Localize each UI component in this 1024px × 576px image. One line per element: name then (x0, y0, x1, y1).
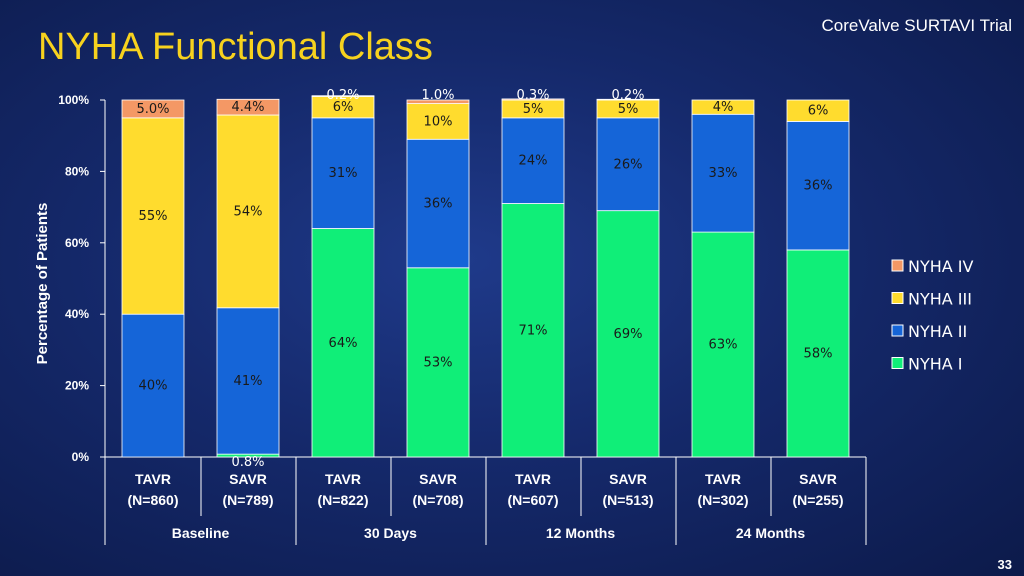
bar-segment-nyha-ii (216, 307, 280, 455)
x-category-n: (N=860) (128, 492, 179, 508)
legend-swatch-nyha-iv (891, 259, 904, 272)
bar-segment-nyha-iv (311, 95, 375, 97)
legend-label-nyha-iv: NYHA IV (908, 257, 974, 276)
chart-labels: 40%55%5.0%0.8%41%54%4.4%64%31%6%0.2%53%3… (136, 88, 832, 470)
bar-segment-nyha-i (311, 228, 375, 458)
y-tick-label: 60% (65, 236, 89, 250)
data-label-nyha-iv: 0.2% (326, 88, 359, 103)
y-tick-label: 0% (72, 450, 90, 464)
data-label-nyha-iv: 1.0% (421, 88, 454, 103)
bar-segment-nyha-ii (501, 117, 565, 204)
data-label-nyha-iii: 6% (808, 104, 829, 119)
x-category-n: (N=789) (223, 492, 274, 508)
y-tick-label: 20% (65, 379, 89, 393)
bar-segment-nyha-iv (406, 99, 470, 104)
data-label-nyha-ii: 31% (329, 166, 358, 181)
y-tick-label: 80% (65, 164, 89, 178)
data-label-nyha-iv: 0.2% (611, 88, 644, 103)
x-category-arm: SAVR (419, 471, 457, 487)
legend-label-nyha-i: NYHA I (908, 355, 963, 374)
trial-name: CoreValve SURTAVI Trial (821, 16, 1012, 35)
bar-segment-nyha-iii (786, 99, 850, 122)
legend-swatch-nyha-iii (891, 292, 904, 304)
bar-segment-nyha-iv (216, 98, 280, 116)
data-label-nyha-iv: 4.4% (231, 100, 264, 115)
data-label-nyha-iv: 5.0% (136, 102, 169, 117)
x-category-arm: TAVR (705, 471, 741, 487)
data-label-nyha-iii: 55% (139, 209, 168, 224)
data-label-nyha-ii: 26% (614, 157, 643, 172)
bar-segment-nyha-ii (406, 138, 470, 269)
chart-legend: NYHA IV NYHA III NYHA II NYHA I (891, 257, 974, 374)
x-group-label: 24 Months (736, 525, 805, 541)
bar-segment-nyha-ii (121, 313, 185, 458)
legend-label-nyha-ii: NYHA II (908, 322, 967, 341)
x-axis-labels: TAVR (N=860) SAVR (N=789) TAVR (N=822) SAVR (N=… (104, 457, 867, 545)
x-category-arm: SAVR (229, 471, 267, 487)
x-group-label: 12 Months (546, 525, 615, 541)
y-axis-title: Percentage of Patients (34, 203, 51, 365)
data-label-nyha-iv: 0.3% (516, 88, 549, 103)
bar-segment-nyha-iv (121, 99, 185, 119)
x-category-arm: TAVR (515, 471, 551, 487)
bar-segment-nyha-i (596, 210, 660, 458)
data-label-nyha-ii: 41% (234, 374, 263, 389)
slide-number: 33 (997, 557, 1012, 572)
x-category-n: (N=607) (508, 492, 559, 508)
data-label-nyha-ii: 36% (804, 179, 833, 194)
x-category-arm: SAVR (609, 471, 647, 487)
bar-segment-nyha-iv (596, 98, 660, 101)
slide-title: NYHA Functional Class (38, 26, 433, 68)
data-label-nyha-i: 58% (804, 346, 833, 361)
data-label-nyha-iii: 54% (234, 204, 263, 219)
x-category-arm: SAVR (799, 471, 837, 487)
data-label-nyha-i: 69% (614, 327, 643, 342)
bar-segment-nyha-i (786, 249, 850, 458)
x-category-n: (N=822) (318, 492, 369, 508)
chart-bars (121, 95, 850, 458)
x-category-arm: TAVR (325, 471, 361, 487)
bar-segment-nyha-ii (596, 117, 660, 212)
data-label-nyha-ii: 33% (709, 166, 738, 181)
x-category-n: (N=708) (413, 492, 464, 508)
bar-segment-nyha-iii (691, 99, 755, 115)
x-group-label: Baseline (172, 525, 230, 541)
bar-segment-nyha-iii (121, 117, 185, 315)
legend-swatch-nyha-ii (891, 324, 904, 337)
bar-segment-nyha-ii (786, 121, 850, 251)
legend-swatch-nyha-i (891, 357, 904, 369)
data-label-nyha-iii: 4% (713, 100, 734, 115)
data-label-nyha-ii: 40% (139, 379, 168, 394)
bar-segment-nyha-iii (216, 114, 280, 309)
x-category-n: (N=255) (793, 492, 844, 508)
data-label-nyha-i: 0.8% (231, 455, 264, 470)
data-label-nyha-i: 53% (424, 355, 453, 370)
legend-label-nyha-iii: NYHA III (908, 290, 972, 309)
bar-segment-nyha-i (501, 203, 565, 458)
data-label-nyha-iii: 5% (618, 102, 639, 117)
bar-segment-nyha-iv (501, 98, 565, 101)
y-tick-label: 100% (58, 93, 89, 107)
bar-segment-nyha-ii (691, 113, 755, 233)
chart-axes: 0% 20% 40% 60% 80% 100% Percentage of Patients (34, 93, 866, 464)
x-category-n: (N=513) (603, 492, 654, 508)
data-label-nyha-iii: 10% (424, 114, 453, 129)
data-label-nyha-iii: 6% (333, 100, 354, 115)
data-label-nyha-i: 64% (329, 336, 358, 351)
data-label-nyha-i: 71% (519, 323, 548, 338)
data-label-nyha-ii: 36% (424, 197, 453, 212)
data-label-nyha-ii: 24% (519, 154, 548, 169)
bar-segment-nyha-ii (311, 117, 375, 229)
x-category-arm: TAVR (135, 471, 171, 487)
data-label-nyha-iii: 5% (523, 102, 544, 117)
data-label-nyha-i: 63% (709, 338, 738, 353)
x-category-n: (N=302) (698, 492, 749, 508)
y-tick-label: 40% (65, 307, 89, 321)
x-group-label: 30 Days (364, 525, 417, 541)
